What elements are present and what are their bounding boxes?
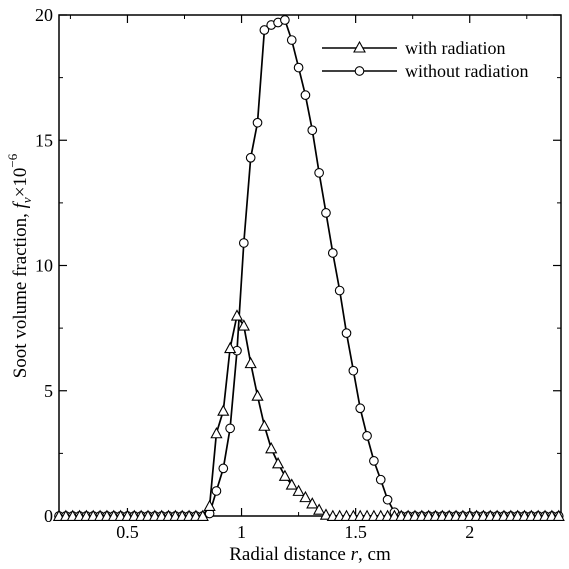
data-point [382, 494, 393, 505]
data-point [252, 117, 263, 128]
data-point [217, 404, 230, 416]
data-point [362, 430, 372, 441]
legend-marker-without-radiation [354, 66, 365, 76]
y-tick-label: 20 [35, 5, 53, 25]
data-point [307, 125, 318, 136]
data-point [286, 35, 297, 45]
series-layer [52, 15, 565, 521]
data-point [375, 474, 386, 485]
x-tick-label: 1.5 [344, 522, 367, 542]
data-point [251, 389, 264, 401]
y-tick-label: 15 [35, 130, 53, 150]
data-point [314, 167, 324, 178]
x-tick-label: 0.5 [116, 522, 139, 542]
data-point [285, 478, 298, 490]
data-point [321, 208, 331, 218]
data-point [334, 285, 345, 296]
data-point [369, 456, 379, 466]
data-point [348, 365, 359, 376]
data-point [230, 309, 244, 321]
data-point [225, 423, 235, 434]
data-point [327, 248, 338, 258]
y-axis-title: Soot volume fraction, fv×10−6 [5, 153, 34, 378]
data-point [196, 509, 209, 521]
data-point [355, 403, 366, 414]
data-point [259, 25, 270, 35]
data-point [292, 484, 305, 496]
data-point [293, 62, 304, 73]
series-with-radiation [52, 309, 565, 521]
plot-frame [58, 14, 562, 517]
data-point [313, 503, 326, 515]
y-tick-label: 10 [35, 256, 53, 276]
y-tick-label: 0 [44, 506, 53, 526]
legend: with radiation without radiation [322, 38, 528, 81]
data-point [552, 509, 565, 521]
data-point [341, 328, 352, 338]
data-point [245, 152, 256, 163]
legend-label-without-radiation: without radiation [405, 61, 528, 81]
data-point [299, 490, 312, 503]
data-point [218, 463, 229, 474]
legend-marker-with-radiation [353, 40, 366, 53]
x-tick-label: 2 [465, 522, 474, 542]
data-point [300, 90, 311, 101]
data-point [278, 469, 292, 481]
series-without-radiation [54, 15, 564, 521]
data-point [319, 508, 333, 520]
data-point [306, 497, 319, 509]
data-point [210, 426, 223, 439]
data-point [211, 486, 222, 496]
data-point [244, 356, 257, 369]
data-point [271, 457, 285, 469]
data-point [238, 238, 249, 248]
x-tick-label: 1 [237, 522, 246, 542]
data-point [224, 341, 237, 354]
data-point [258, 419, 271, 431]
series-line [59, 313, 559, 517]
y-tick-label: 5 [44, 381, 53, 401]
data-point [280, 15, 290, 25]
legend-label-with-radiation: with radiation [405, 38, 505, 58]
data-point [265, 442, 278, 454]
x-axis-title: Radial distance r, cm [229, 544, 391, 564]
data-point [203, 499, 216, 511]
data-point [237, 319, 250, 331]
